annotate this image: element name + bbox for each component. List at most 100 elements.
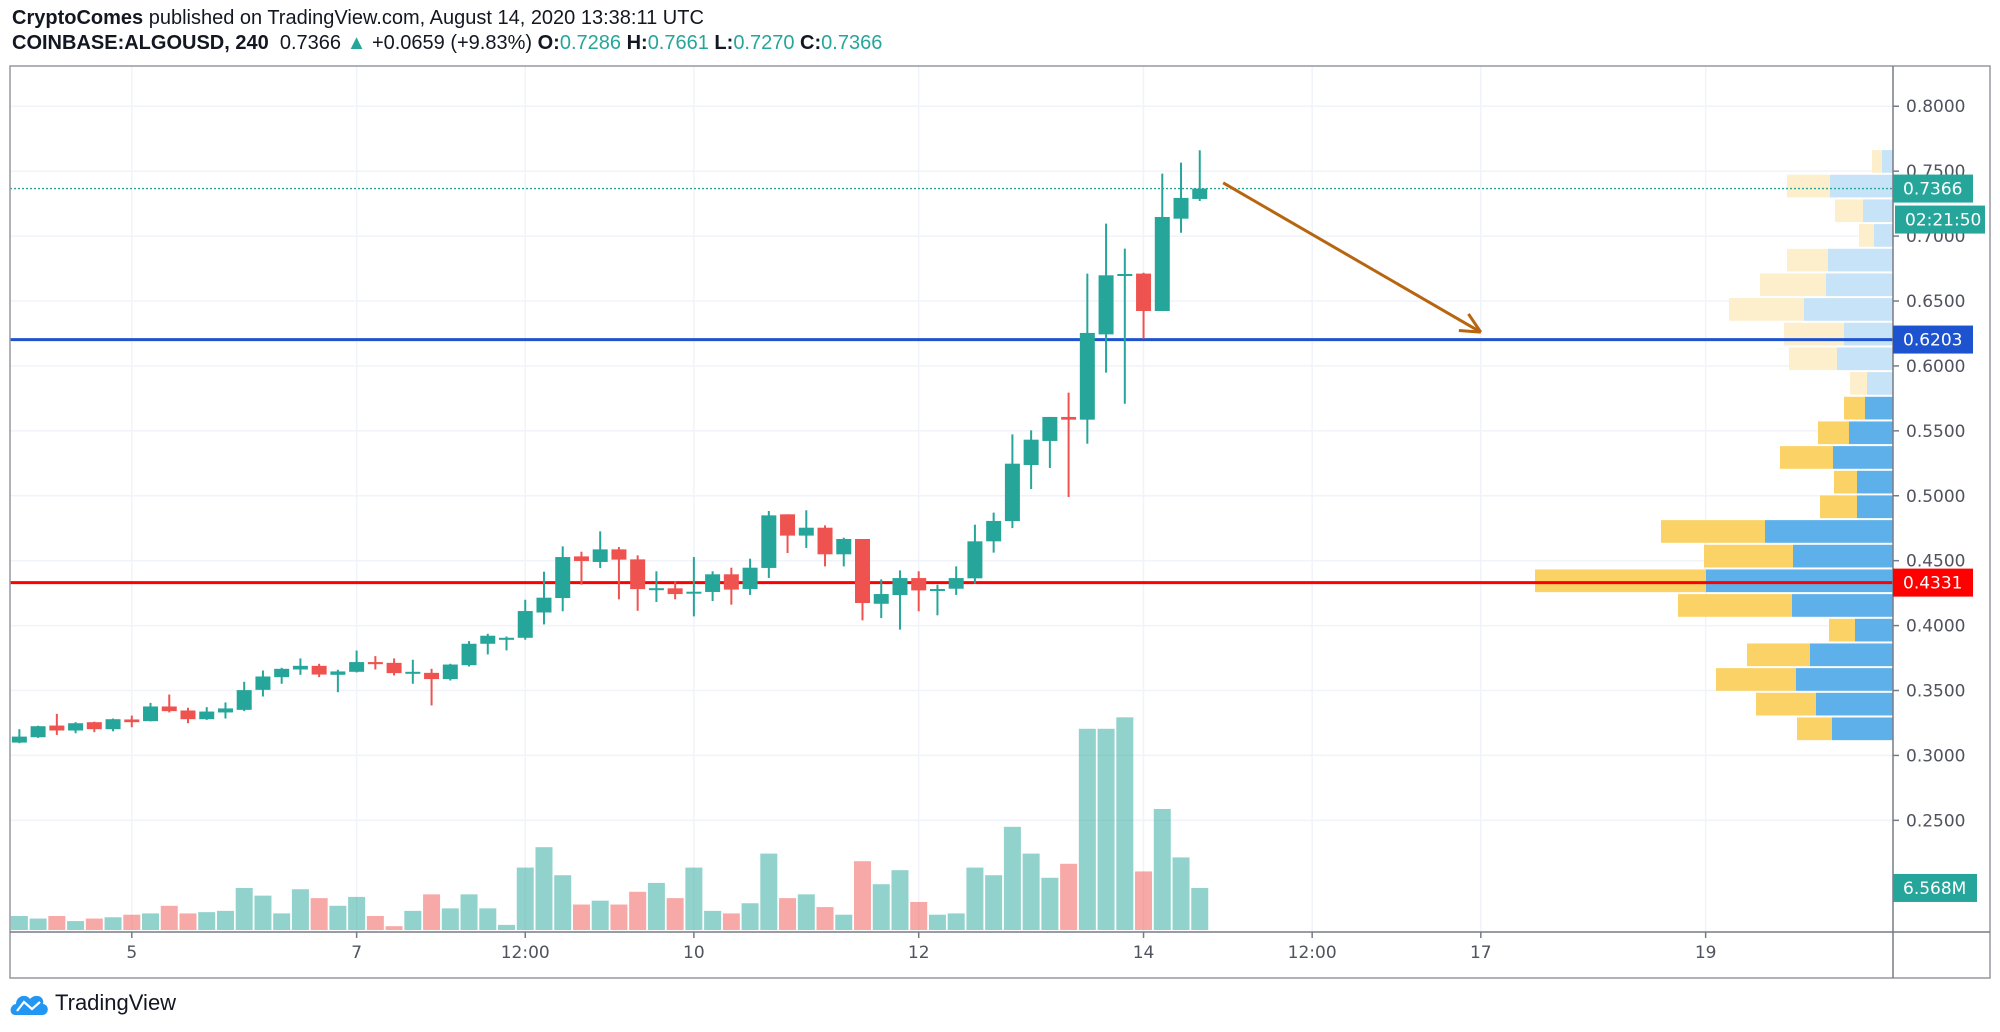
price-change: +0.0659 (+9.83%) (371, 32, 533, 54)
horizontal-line-price-label-box (1893, 325, 1973, 354)
volume-bar (722, 913, 740, 930)
volume-profile-down (1820, 495, 1857, 519)
volume-bar (816, 907, 834, 930)
volume-bar (441, 908, 459, 930)
volume-profile-down (1760, 273, 1826, 297)
high-label: H: (626, 32, 648, 54)
time-tick-label: 5 (126, 943, 137, 963)
volume-profile-down (1729, 298, 1804, 321)
candle-body (30, 726, 46, 738)
open-label: O: (537, 32, 560, 54)
volume-bar (1022, 853, 1040, 930)
open-value: 0.7286 (559, 32, 622, 54)
published-text: published on TradingView.com, August 14,… (148, 7, 704, 29)
candle-body (836, 538, 852, 555)
horizontal-line-price-label-box (1893, 568, 1973, 597)
volume-profile-down (1844, 396, 1865, 420)
candle-body (667, 588, 683, 595)
volume-profile-down (1829, 618, 1855, 642)
candle-body (1004, 463, 1020, 522)
drawings[interactable] (1222, 181, 1483, 334)
volume-bar (198, 912, 216, 930)
volume-bar (835, 914, 853, 930)
volume-profile-down (1797, 717, 1832, 741)
volume-profile-up (1832, 717, 1893, 741)
candle-body (705, 574, 721, 592)
low-value: 0.7270 (733, 32, 795, 54)
time-tick-label: 12 (908, 943, 930, 963)
last-price: 0.7366 (279, 32, 342, 54)
volume-profile-up (1792, 594, 1893, 617)
candle-body (1136, 273, 1152, 311)
volume-profile-up (1765, 520, 1893, 543)
volume-bar (385, 926, 403, 930)
volume-bar (872, 884, 890, 930)
axis-labels: 0.80000.75000.70000.65000.60000.55000.50… (126, 97, 1985, 963)
tradingview-cloud-icon (10, 995, 48, 1015)
volume-profile-down (1756, 692, 1816, 716)
last-volume-label-box (1893, 873, 1977, 902)
volume-profile-up (1857, 495, 1893, 519)
volume-profile-down (1789, 347, 1837, 371)
volume-bar (704, 910, 722, 930)
candle-body (311, 665, 327, 675)
price-tick-label: 0.5000 (1906, 487, 1965, 507)
last-price-label-box (1893, 174, 1973, 203)
grid (10, 66, 1893, 932)
volume-bar (1191, 887, 1209, 930)
volume-profile (1535, 150, 1893, 741)
volume-profile-down (1678, 594, 1792, 617)
candles (11, 150, 1208, 744)
volume-profile-down (1716, 668, 1796, 691)
candle-body (105, 719, 121, 730)
volume-bar (404, 910, 422, 930)
candle-body (1098, 275, 1114, 335)
volume-bar (160, 905, 178, 930)
volume-profile-down (1850, 372, 1867, 395)
volume-bar (891, 870, 909, 930)
volume-bar (460, 894, 478, 930)
volume-profile-down (1535, 569, 1706, 593)
author-name[interactable]: CryptoComes (12, 7, 144, 29)
triangle-up-icon: ▲ (346, 32, 367, 54)
price-tick-label: 0.3000 (1906, 746, 1965, 766)
volume-bar (1078, 728, 1096, 930)
volume-profile-up (1867, 372, 1893, 395)
candle-body (817, 527, 833, 555)
volume-bar (1060, 863, 1078, 930)
candle-body (499, 637, 515, 640)
volume-bar (854, 861, 872, 930)
candle-body (86, 722, 102, 730)
volume-bar (1097, 728, 1115, 930)
volume-profile-up (1863, 199, 1893, 223)
horizontal-lines[interactable] (10, 187, 1893, 585)
volume-profile-up (1830, 174, 1893, 198)
volume-bar (1041, 877, 1059, 930)
arrow-head (1467, 313, 1483, 334)
volume-bar (1153, 808, 1171, 930)
volume-profile-down (1747, 643, 1810, 667)
volume-profile-down (1834, 470, 1857, 494)
candle-body (143, 706, 159, 722)
volume-bar (797, 894, 815, 930)
volume-bar (104, 917, 122, 930)
volume-bar (928, 914, 946, 930)
candle-body (742, 567, 758, 589)
close-value: 0.7366 (821, 32, 883, 54)
chart-frame (9, 65, 1991, 979)
candle-body (929, 588, 945, 591)
price-tick-label: 0.8000 (1906, 97, 1965, 117)
candle-body (1042, 416, 1058, 441)
tradingview-logo[interactable]: TradingView (9, 990, 176, 1016)
candle-body (1023, 439, 1039, 465)
candle-body (967, 541, 983, 579)
volume-bar (310, 898, 328, 930)
candle-body (873, 594, 889, 604)
candle-body (330, 671, 346, 675)
volume-profile-up (1816, 692, 1893, 716)
volume-profile-up (1804, 298, 1893, 321)
volume-bar (123, 914, 141, 930)
volume-bar (647, 882, 665, 930)
candle-body (648, 588, 664, 591)
